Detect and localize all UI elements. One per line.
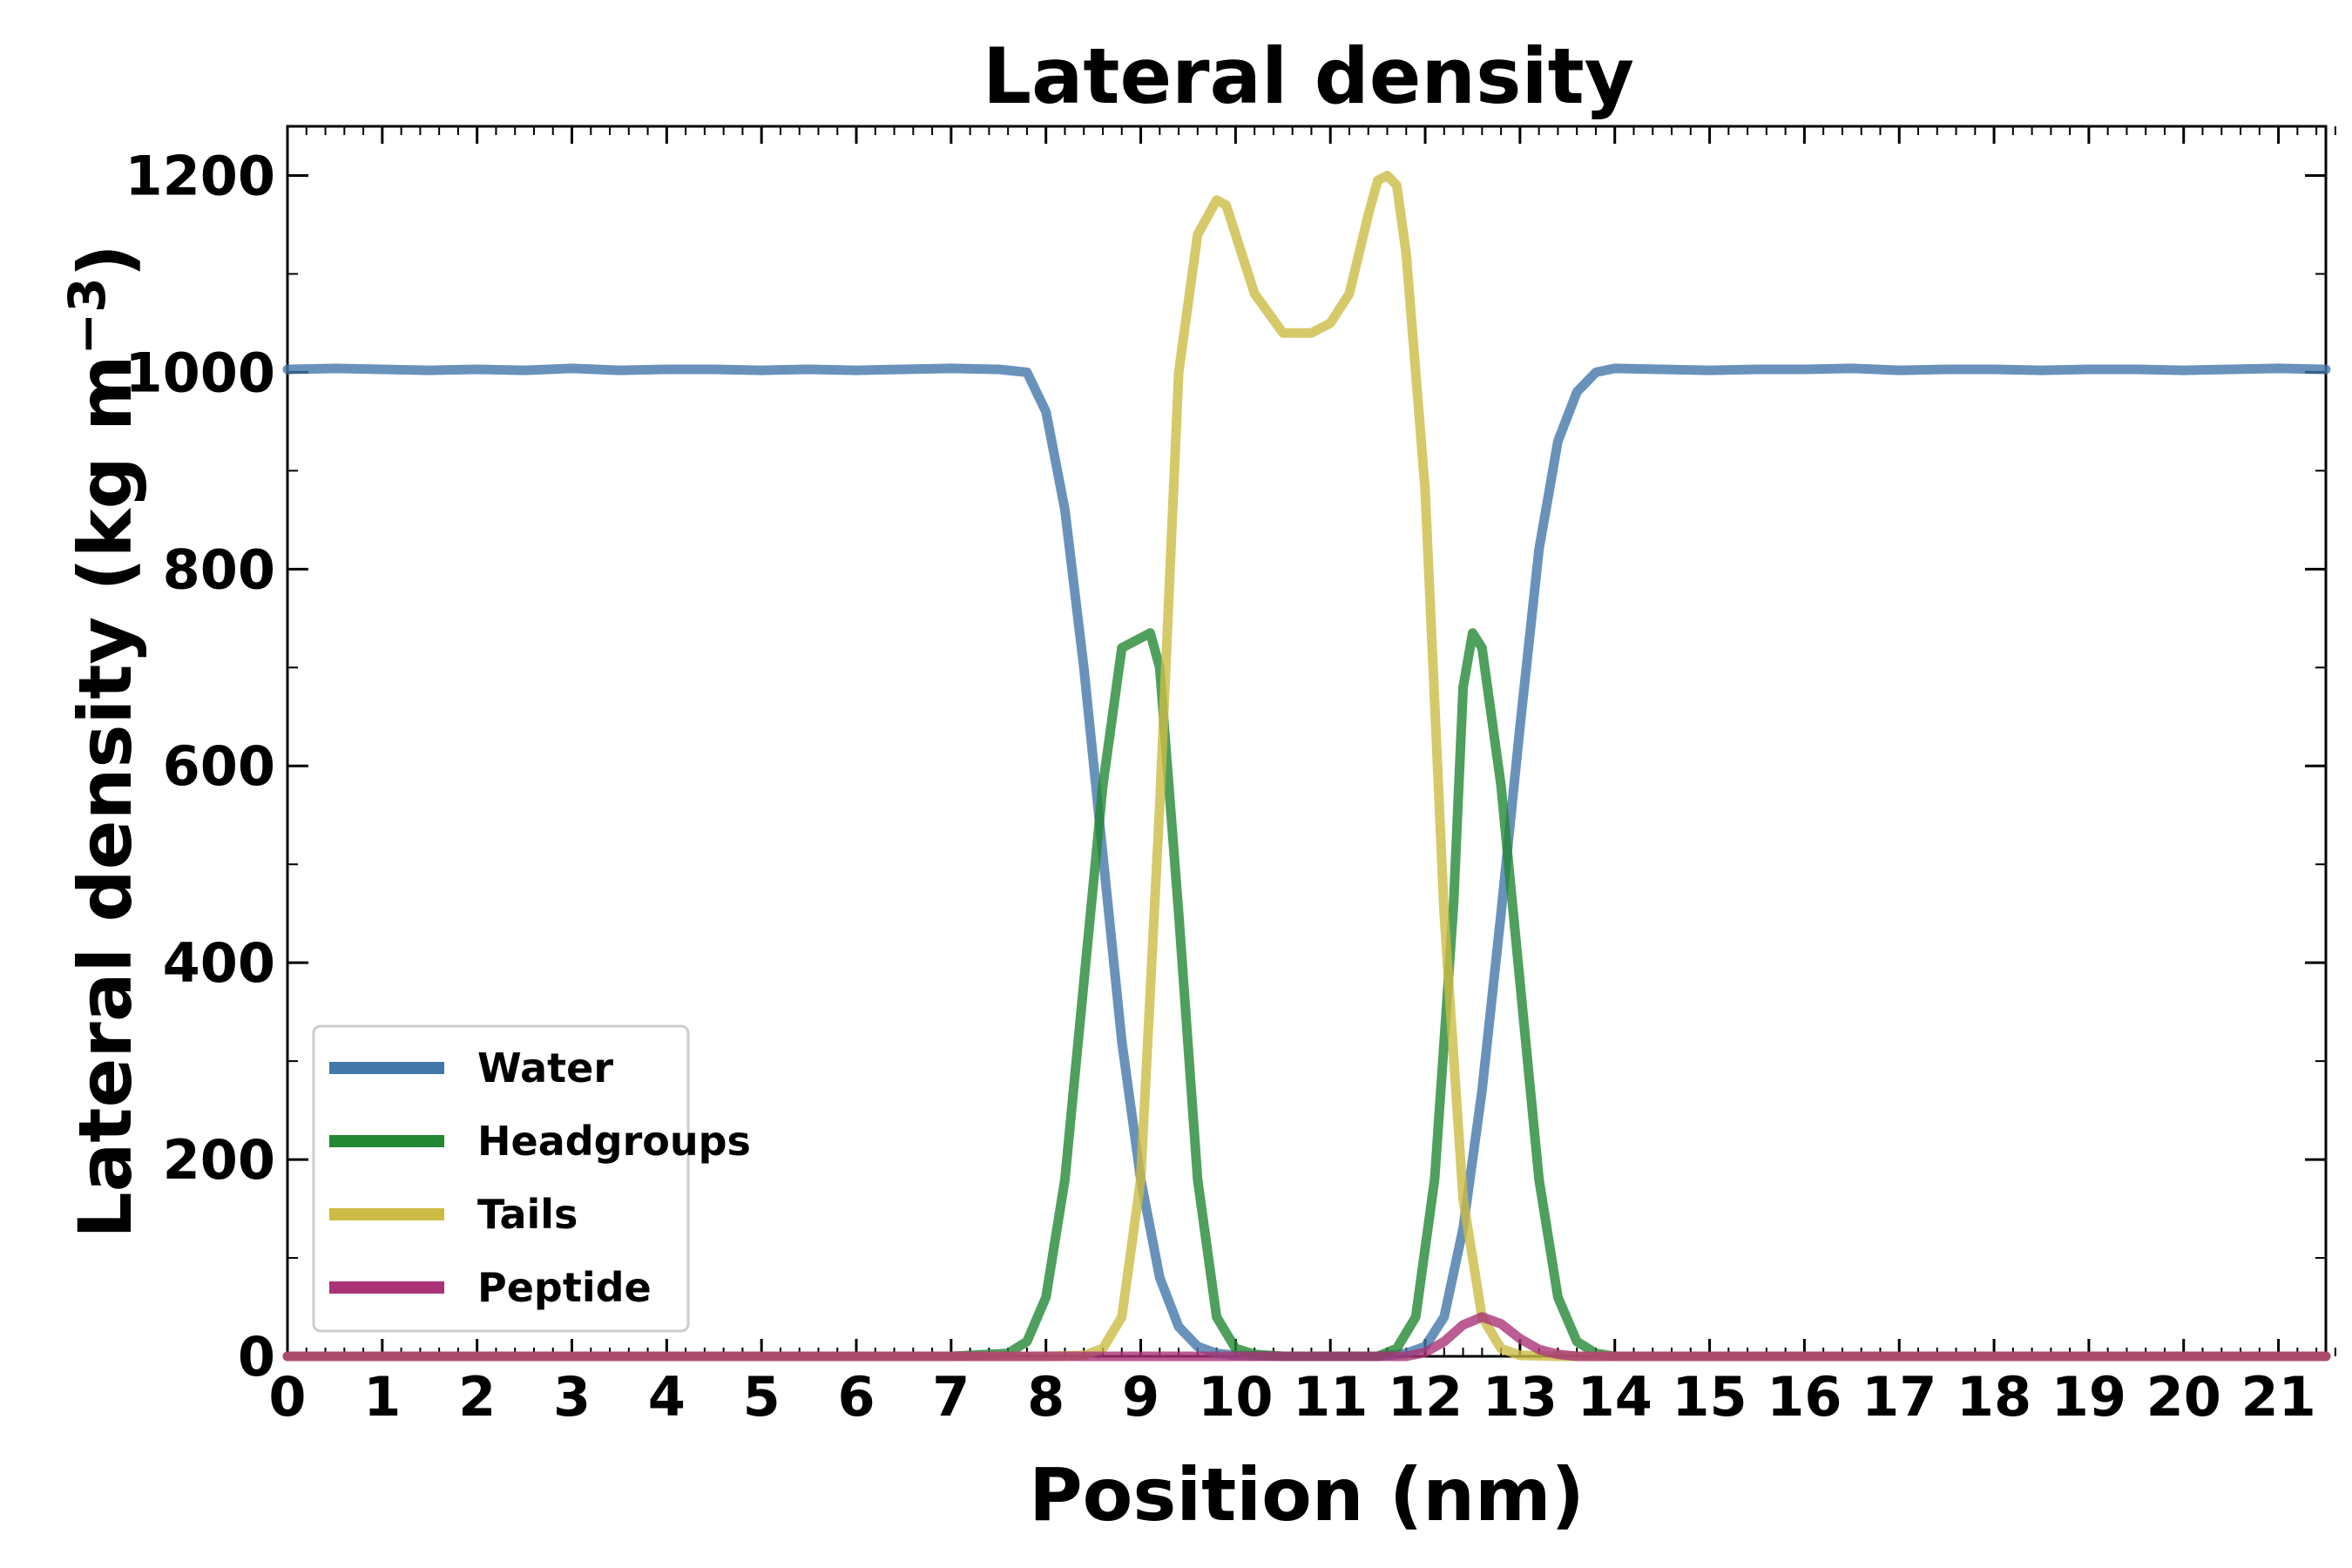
x-tick-label: 12 — [1388, 1365, 1463, 1429]
x-tick-label: 3 — [553, 1365, 591, 1429]
x-tick-labels: 0 1 2 3 4 5 6 7 8 9 10 11 12 13 14 15 16 17 18 19 20 21 — [268, 1365, 2315, 1429]
legend-label-tails: Tails — [477, 1191, 578, 1238]
x-tick-label: 4 — [648, 1365, 686, 1429]
x-tick-label: 11 — [1293, 1365, 1368, 1429]
x-tick-label: 1 — [363, 1365, 401, 1429]
y-axis-label-exponent: −3 — [57, 277, 117, 355]
y-tick-label: 1000 — [125, 341, 275, 404]
x-tick-label: 15 — [1672, 1365, 1747, 1429]
x-tick-label: 6 — [837, 1365, 875, 1429]
legend-label-peptide: Peptide — [477, 1264, 652, 1311]
x-tick-label: 16 — [1767, 1365, 1842, 1429]
x-tick-label: 18 — [1957, 1365, 2031, 1429]
x-tick-label: 17 — [1862, 1365, 1936, 1429]
x-tick-label: 21 — [2240, 1365, 2315, 1429]
y-axis-label: Lateral density (kg m−3) — [57, 244, 148, 1239]
series-group — [282, 171, 2331, 1362]
legend-box — [312, 1024, 690, 1333]
legend-label-water: Water — [477, 1044, 613, 1092]
x-tick-label: 19 — [2051, 1365, 2126, 1429]
y-tick-label: 200 — [163, 1128, 275, 1192]
y-tick-label: 600 — [163, 734, 275, 798]
x-tick-label: 2 — [458, 1365, 496, 1429]
x-tick-label: 20 — [2146, 1365, 2221, 1429]
y-tick-label: 800 — [163, 537, 275, 601]
y-tick-label: 1200 — [125, 144, 275, 207]
y-tick-label: 400 — [163, 931, 275, 995]
x-axis-label: Position (nm) — [1029, 1452, 1585, 1538]
x-tick-label: 5 — [743, 1365, 781, 1429]
legend: Water Headgroups Tails Peptide — [312, 1024, 751, 1333]
y-axis-label-text: Lateral density (kg m — [63, 355, 148, 1238]
legend-items: Water Headgroups Tails Peptide — [329, 1044, 751, 1311]
x-tick-label: 7 — [932, 1365, 970, 1429]
x-tick-label: 13 — [1483, 1365, 1558, 1429]
legend-label-headgroups: Headgroups — [477, 1118, 751, 1165]
y-tick-label: 0 — [238, 1325, 275, 1389]
x-tick-label: 14 — [1578, 1365, 1652, 1429]
x-tick-label: 0 — [268, 1365, 306, 1429]
series-line-peptide — [282, 1312, 2331, 1362]
y-tick-labels: 0 200 400 600 800 1000 1200 — [125, 144, 275, 1389]
x-tick-label: 10 — [1198, 1365, 1273, 1429]
x-tick-label: 8 — [1027, 1365, 1064, 1429]
y-axis-label-close: ) — [63, 244, 148, 277]
x-tick-label: 9 — [1122, 1365, 1159, 1429]
chart-title: Lateral density — [983, 31, 1634, 121]
